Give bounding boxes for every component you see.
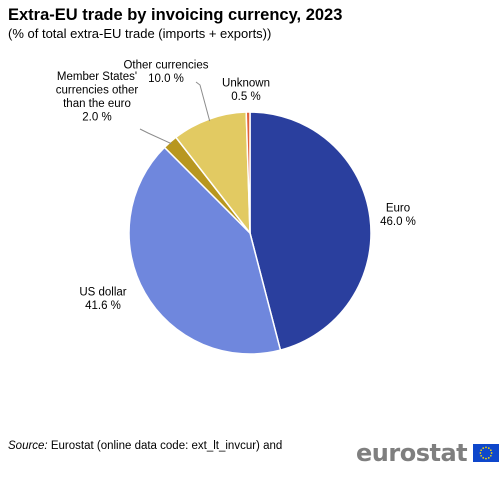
eurostat-logo: eurostat bbox=[356, 439, 500, 467]
flag-star bbox=[482, 447, 485, 449]
flag-star bbox=[488, 447, 490, 449]
slice-name-label: Member States' bbox=[57, 71, 137, 83]
source-text: Eurostat (online data code: ext_lt_invcu… bbox=[47, 440, 283, 452]
chart-subtitle: (% of total extra-EU trade (imports + ex… bbox=[8, 26, 272, 41]
flag-star bbox=[480, 454, 483, 457]
flag-star bbox=[490, 454, 492, 457]
flag-star bbox=[490, 449, 492, 452]
leader-line bbox=[195, 81, 211, 122]
flag-star bbox=[479, 452, 482, 454]
eu-flag-icon bbox=[473, 444, 500, 462]
slice-label: Member States' currencies other than the e… bbox=[56, 71, 139, 124]
source-note: Source: Eurostat (online data code: ext_… bbox=[8, 440, 282, 452]
flag-star bbox=[485, 457, 487, 460]
slice-labels: Euro 46.0 % US dollar 41.6 % Member States' c… bbox=[56, 59, 416, 311]
pie-chart: Euro 46.0 % US dollar 41.6 % Member States' c… bbox=[56, 59, 416, 355]
slice-value-label: 41.6 % bbox=[85, 300, 121, 312]
flag-star bbox=[480, 449, 483, 452]
chart-title: Extra-EU trade by invoicing currency, 20… bbox=[8, 6, 343, 24]
slice-label: Other currencies 10.0 % bbox=[123, 59, 208, 85]
source-prefix: Source: bbox=[8, 440, 48, 452]
slice-name-label: US dollar bbox=[79, 286, 126, 298]
eurostat-logo-text: eurostat bbox=[356, 439, 468, 467]
flag-star bbox=[490, 452, 493, 454]
pie-slices bbox=[128, 111, 372, 355]
slice-value-label: 0.5 % bbox=[231, 91, 260, 103]
slice-value-label: 10.0 % bbox=[148, 73, 184, 85]
pie-slice-euro bbox=[249, 111, 372, 352]
leader-line bbox=[139, 128, 172, 145]
slice-label: Unknown 0.5 % bbox=[222, 77, 270, 103]
flag-star bbox=[488, 457, 490, 459]
slice-label: US dollar 41.6 % bbox=[79, 286, 126, 312]
slice-name-label: Euro bbox=[386, 202, 410, 214]
slice-name-label: than the euro bbox=[63, 98, 131, 110]
slice-label: Euro 46.0 % bbox=[380, 202, 416, 228]
pie-slice-us-dollar bbox=[128, 146, 282, 355]
slice-value-label: 46.0 % bbox=[380, 216, 416, 228]
slice-value-label: 2.0 % bbox=[82, 111, 111, 123]
leader-lines bbox=[139, 81, 211, 145]
slice-name-label: Unknown bbox=[222, 77, 270, 89]
flag-star bbox=[485, 446, 487, 449]
slice-name-label: Other currencies bbox=[123, 59, 208, 71]
flag-star bbox=[482, 457, 485, 459]
slice-name-label: currencies other bbox=[56, 84, 139, 96]
pie-slice-unknown bbox=[245, 111, 251, 234]
